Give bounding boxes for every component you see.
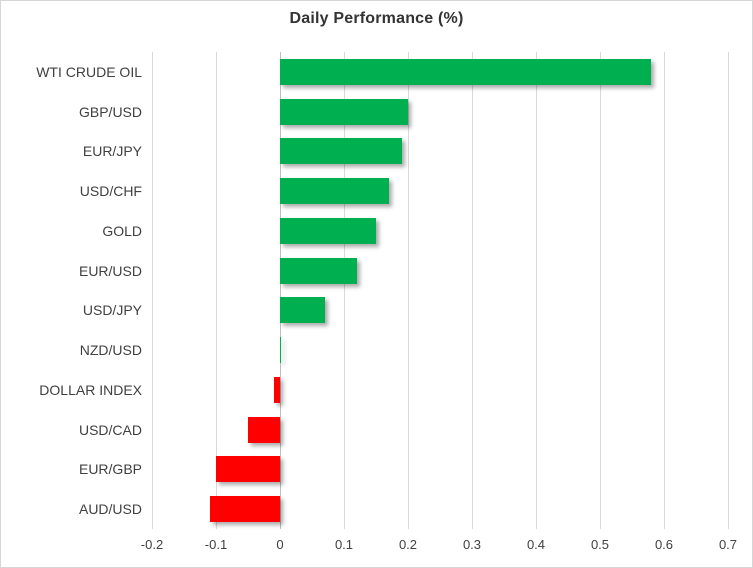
category-label-nzd-usd: NZD/USD [79, 342, 142, 359]
gridline [344, 52, 345, 529]
gridline [216, 52, 217, 529]
bar-eur-gbp [216, 456, 280, 483]
category-label-wti-crude-oil: WTI CRUDE OIL [36, 63, 142, 80]
bar-usd-jpy [280, 297, 325, 324]
x-tick-label: 0.7 [718, 537, 738, 552]
bar-gbp-usd [280, 98, 408, 125]
gridline [728, 52, 729, 529]
category-label-gold: GOLD [102, 222, 142, 239]
x-tick-label: -0.1 [204, 537, 228, 552]
bar-eur-usd [280, 257, 357, 284]
bar-usd-cad [248, 416, 280, 443]
gridline [536, 52, 537, 529]
bar-usd-chf [280, 178, 389, 205]
category-label-usd-chf: USD/CHF [79, 183, 142, 200]
gridline [152, 52, 153, 529]
category-label-usd-cad: USD/CAD [78, 421, 142, 438]
x-tick-label: 0.3 [462, 537, 482, 552]
chart-title: Daily Performance (%) [289, 10, 464, 27]
category-label-gbp-usd: GBP/USD [78, 103, 142, 120]
category-label-usd-jpy: USD/JPY [82, 302, 142, 319]
category-label-eur-jpy: EUR/JPY [82, 143, 142, 160]
x-tick-label: -0.2 [140, 537, 164, 552]
bar-eur-jpy [280, 138, 402, 165]
x-tick-label: 0 [276, 537, 284, 552]
category-label-aud-usd: AUD/USD [78, 501, 142, 518]
category-label-eur-usd: EUR/USD [78, 262, 142, 279]
bar-aud-usd [209, 496, 280, 523]
category-label-dollar-index: DOLLAR INDEX [39, 381, 142, 398]
bar-wti-crude-oil [280, 58, 652, 85]
x-tick-label: 0.2 [398, 537, 418, 552]
category-label-eur-gbp: EUR/GBP [78, 461, 142, 478]
gridline [408, 52, 409, 529]
zero-axis-line [280, 52, 281, 529]
bar-dollar-index [273, 376, 280, 403]
bar-gold [280, 217, 376, 244]
bar-nzd-usd [280, 337, 281, 364]
x-tick-label: 0.6 [654, 537, 674, 552]
x-tick-label: 0.5 [590, 537, 610, 552]
x-tick-label: 0.4 [526, 537, 546, 552]
gridline [600, 52, 601, 529]
gridline [472, 52, 473, 529]
plot-area [152, 52, 729, 529]
gridline [664, 52, 665, 529]
x-tick-label: 0.1 [334, 537, 354, 552]
